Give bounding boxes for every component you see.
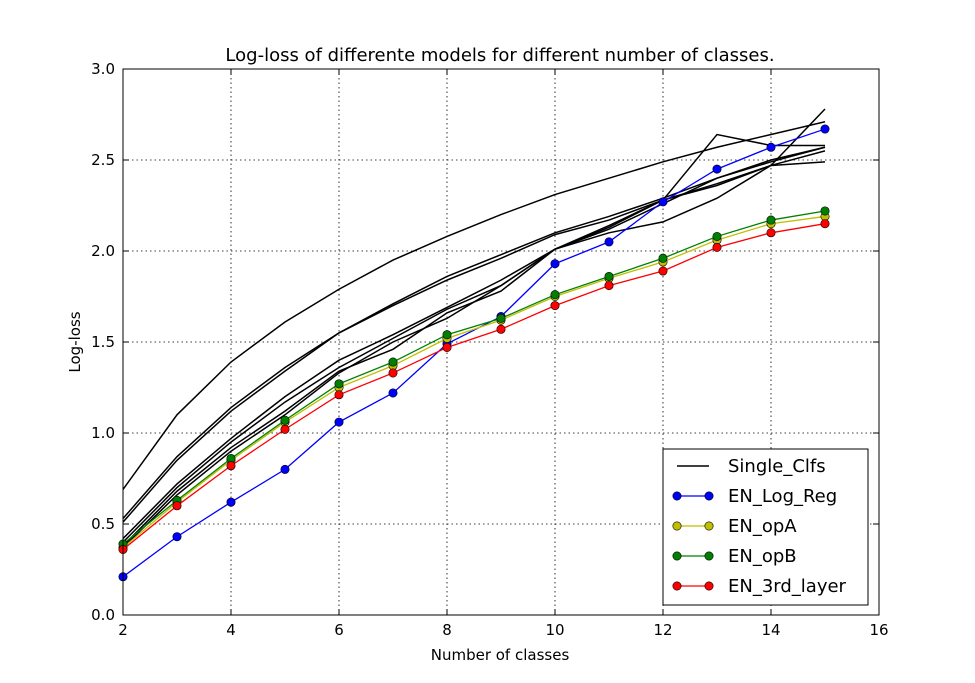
series-line-3rd-layer [122,223,826,550]
y-tick-label: 1.0 [91,424,115,442]
series-line-log-reg [122,128,826,578]
x-tick-label: 2 [118,621,128,639]
y-tick-label: 0.0 [91,606,115,624]
legend-marker [704,491,714,501]
data-point-3rd-layer [766,228,776,238]
legend-label: EN_Log_Reg [728,486,837,507]
legend: Single_Clfs EN_Log_Reg EN_opA EN_opB EN_3rd_… [662,448,869,606]
legend-marker [704,581,714,591]
data-point-opb [334,379,344,389]
series-line-opb [122,210,826,545]
series-layer [118,108,830,582]
data-point-log-reg [280,464,290,474]
data-point-3rd-layer [226,461,236,471]
ticks: 2 4 6 8 10 12 14 16 0.0 0.5 1.0 1.5 2.0 2.5 3.0 [91,60,888,639]
y-tick-label: 1.5 [91,333,115,351]
x-tick-label: 10 [545,621,564,639]
single-clf-line [122,108,826,543]
data-point-3rd-layer [712,242,722,252]
data-point-opb [280,415,290,425]
legend-label: Single_Clfs [728,456,826,477]
x-tick-label: 8 [442,621,452,639]
data-point-log-reg [712,164,722,174]
data-point-log-reg [388,388,398,398]
y-tick-label: 2.5 [91,151,115,169]
data-point-log-reg [766,142,776,152]
data-point-opb [658,253,668,263]
data-point-opb [766,215,776,225]
data-point-3rd-layer [442,342,452,352]
chart-title: Log-loss of differente models for differ… [225,45,774,66]
legend-label: EN_3rd_layer [728,576,847,597]
data-point-opb [550,290,560,300]
single-clf-line [122,146,826,540]
y-tick-label: 2.0 [91,242,115,260]
x-tick-label: 12 [653,621,672,639]
data-point-3rd-layer [496,324,506,334]
data-point-opb [820,206,830,216]
data-point-log-reg [226,497,236,507]
data-point-3rd-layer [820,219,830,229]
data-point-opb [712,231,722,241]
single-clf-line [122,146,826,523]
legend-box [662,448,869,606]
x-tick-label: 4 [226,621,236,639]
legend-marker [672,551,682,561]
single-clf-line [122,121,826,490]
y-tick-label: 3.0 [91,60,115,78]
single-clf-line [122,150,826,520]
data-point-log-reg [172,532,182,542]
x-axis-label: Number of classes [431,646,570,664]
data-point-opb [604,271,614,281]
data-point-3rd-layer [280,424,290,434]
data-point-3rd-layer [604,281,614,291]
series-line-opa [122,215,826,549]
data-point-log-reg [334,417,344,427]
data-point-3rd-layer [334,390,344,400]
x-tick-label: 16 [869,621,888,639]
legend-marker [704,551,714,561]
data-point-3rd-layer [388,368,398,378]
legend-marker [672,581,682,591]
legend-marker [672,491,682,501]
legend-label: EN_opB [728,546,797,567]
data-point-opb [388,357,398,367]
data-point-log-reg [820,124,830,134]
data-point-log-reg [658,197,668,207]
legend-marker [704,521,714,531]
legend-label: EN_opA [728,516,797,537]
x-tick-label: 6 [334,621,344,639]
data-point-3rd-layer [658,266,668,276]
y-tick-label: 0.5 [91,515,115,533]
data-point-opb [496,313,506,323]
data-point-3rd-layer [172,501,182,511]
data-point-log-reg [550,259,560,269]
single-clf-line [122,161,826,549]
y-axis-label: Log-loss [66,311,84,372]
x-tick-label: 14 [761,621,780,639]
legend-marker [672,521,682,531]
data-point-log-reg [604,237,614,247]
data-point-opb [442,330,452,340]
data-point-3rd-layer [550,301,560,311]
